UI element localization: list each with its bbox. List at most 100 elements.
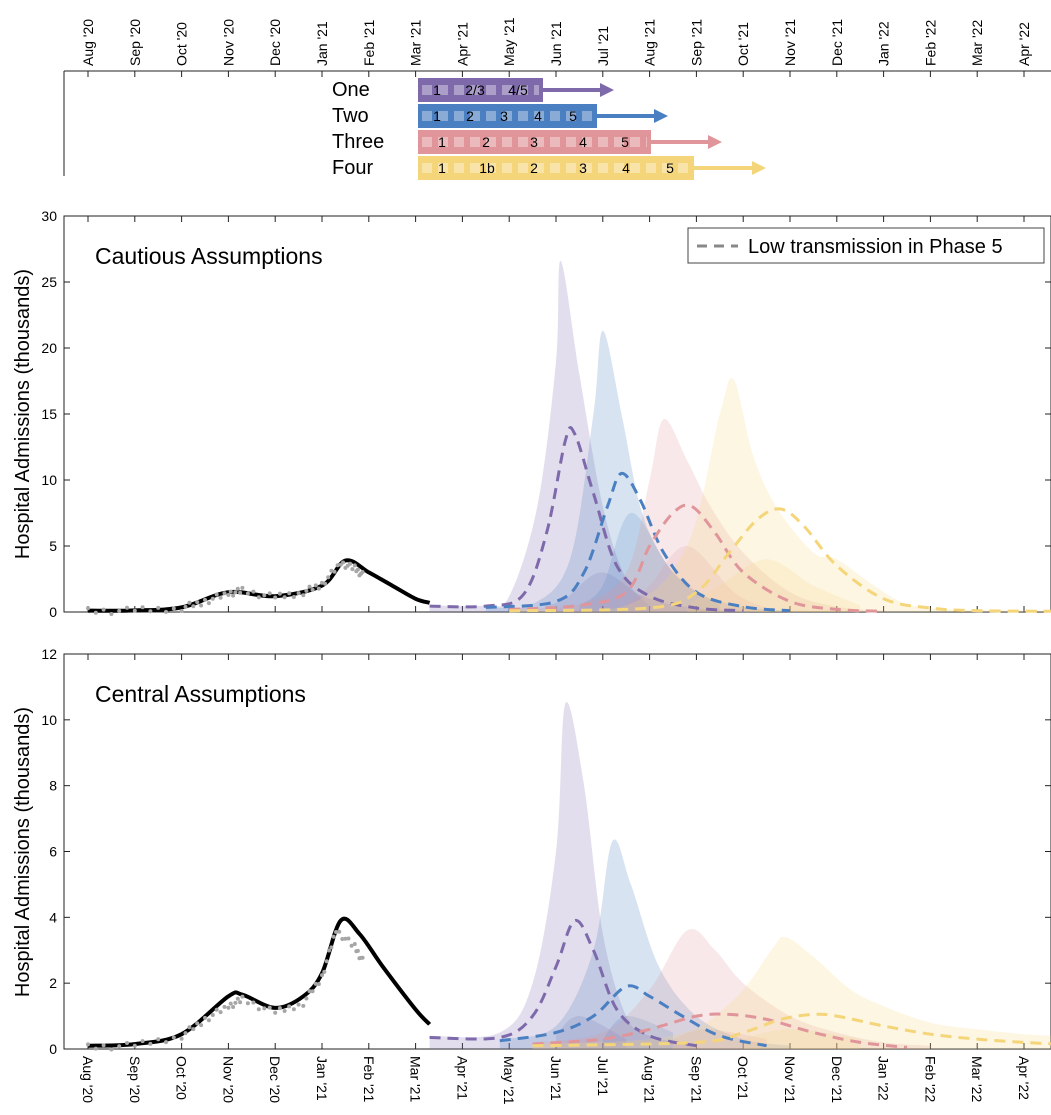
y-tick-label: 10 <box>41 472 57 488</box>
top-month-label: Sep '20 <box>127 19 143 66</box>
y-tick-label: 8 <box>49 778 57 794</box>
observed-point <box>179 609 184 613</box>
observed-point <box>360 570 365 574</box>
top-month-label: Dec '21 <box>829 19 845 66</box>
y-tick-label: 25 <box>41 274 57 290</box>
observed-point <box>304 588 309 593</box>
observed-point <box>183 1031 188 1036</box>
roadmap-step-label: 3 <box>530 134 538 150</box>
observed-point <box>187 600 192 605</box>
observed-point <box>310 587 315 592</box>
observed-point <box>251 1000 256 1005</box>
observed-point <box>171 1035 176 1040</box>
roadmap-arrow-head <box>600 83 614 97</box>
bottom-month-label: Mar '22 <box>969 1056 985 1102</box>
observed-point <box>352 563 357 568</box>
observed-point <box>132 1043 137 1048</box>
roadmap-step-label: 2 <box>466 108 474 124</box>
central-panel-title: Central Assumptions <box>95 681 306 707</box>
observed-point <box>301 593 306 598</box>
observed-point <box>335 563 340 568</box>
observed-point <box>348 561 353 566</box>
roadmap-step-label: 5 <box>569 108 577 124</box>
observed-point <box>326 575 331 580</box>
central-line-four <box>509 507 1051 613</box>
observed-point <box>291 595 296 599</box>
roadmap-step-label: 1b <box>479 160 495 176</box>
observed-point <box>245 1001 250 1006</box>
bottom-month-label: Sep '20 <box>127 1056 143 1103</box>
observed-point <box>203 1015 207 1020</box>
roadmap-step-label: 1 <box>433 82 441 98</box>
top-month-label: May '21 <box>501 17 517 66</box>
cautious-y-ticks: 0 5 10 15 20 25 30 <box>41 208 1051 620</box>
top-month-label: Nov '20 <box>220 19 236 66</box>
observed-point <box>349 943 354 948</box>
bottom-month-label: Aug '20 <box>80 1056 96 1103</box>
band-one <box>429 260 744 612</box>
observed-point <box>231 593 236 598</box>
observed-point <box>206 1018 211 1023</box>
observed-point <box>323 581 328 586</box>
y-tick-label: 12 <box>41 646 57 662</box>
top-month-label: Jul '21 <box>595 26 611 66</box>
roadmap-step-label: 2 <box>482 134 490 150</box>
observed-point <box>352 942 357 946</box>
observed-point <box>210 1013 215 1017</box>
cautious-uncertainty-bands <box>429 260 1051 612</box>
observed-point <box>233 590 238 595</box>
roadmap-arrow-head <box>708 135 722 149</box>
observed-point <box>235 586 240 591</box>
band-three <box>532 929 931 1049</box>
observed-point <box>245 591 250 596</box>
observed-point <box>273 595 278 600</box>
inner-band-two <box>602 1016 673 1049</box>
roadmap-bar-one <box>418 78 543 102</box>
observed-point <box>360 955 365 960</box>
observed-point <box>256 1007 261 1012</box>
roadmap-step-label: 4 <box>579 134 587 150</box>
observed-point <box>195 1021 200 1026</box>
observed-point <box>140 1039 145 1044</box>
observed-point <box>262 593 267 598</box>
observed-point <box>287 591 292 596</box>
observed-point <box>355 567 360 572</box>
bottom-month-label: Apr '21 <box>454 1056 470 1100</box>
cautious-fitted-series <box>86 558 431 616</box>
observed-point <box>251 589 256 594</box>
observed-point <box>195 600 200 605</box>
observed-point <box>327 948 331 953</box>
observed-point <box>322 969 327 974</box>
roadmap-step-label: 1 <box>438 134 446 150</box>
fitted-model-line <box>87 558 431 613</box>
observed-point <box>117 608 122 613</box>
bottom-month-label: Dec '21 <box>829 1056 845 1103</box>
observed-point <box>222 1004 227 1009</box>
central-fitted-series <box>86 916 432 1052</box>
roadmap-scenario-label: Three <box>332 131 384 153</box>
bottom-month-label: Apr '22 <box>1016 1056 1032 1100</box>
bottom-month-label: Aug '21 <box>642 1056 658 1103</box>
observed-point <box>256 595 261 600</box>
observed-point <box>231 1005 236 1009</box>
observed-point <box>350 567 355 572</box>
y-tick-label: 15 <box>41 406 57 422</box>
observed-point <box>287 1004 292 1009</box>
central-line-one <box>429 918 697 1048</box>
observed-point <box>304 996 309 1001</box>
observed-point <box>199 603 204 608</box>
central-line-four <box>532 1012 1051 1048</box>
bottom-month-label: May '21 <box>501 1056 517 1105</box>
roadmap-step-label: 2 <box>530 160 538 176</box>
observed-point <box>222 591 227 596</box>
observed-point <box>235 996 240 1001</box>
inner-band-four <box>687 559 861 612</box>
observed-point <box>301 1003 306 1008</box>
observed-point <box>93 610 98 615</box>
fitted-model-line <box>87 916 432 1048</box>
band-two <box>485 330 790 612</box>
top-month-label: Feb '21 <box>361 20 377 66</box>
y-tick-label: 4 <box>49 909 57 925</box>
y-tick-label: 10 <box>41 712 57 728</box>
